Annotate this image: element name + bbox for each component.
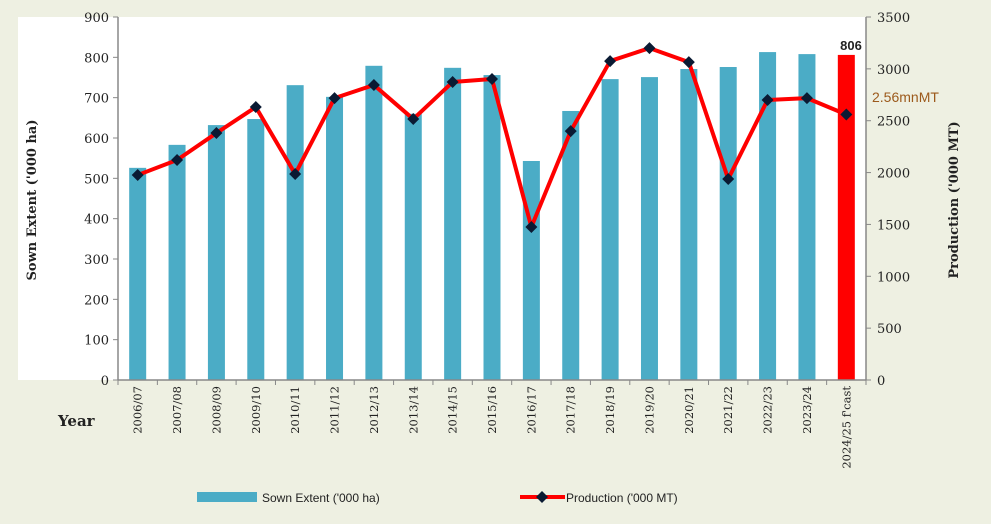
bar-sown-extent: [207, 125, 225, 381]
bar-sown-extent: [640, 77, 658, 380]
y-tick-label-left: 800: [84, 51, 109, 66]
bar-sown-extent: [444, 67, 462, 380]
production-point: [643, 42, 656, 55]
y-tick-label-left: 900: [84, 11, 109, 26]
production-point: [800, 92, 813, 105]
bar-sown-extent: [562, 110, 580, 380]
bar-sown-extent: [365, 65, 383, 380]
y-tick-label-left: 700: [84, 92, 109, 107]
y-axis-left-label: Sown Extent ('000 ha): [25, 120, 40, 281]
legend-swatch-sown: [197, 492, 257, 502]
y-tick-label-right: 0: [877, 374, 885, 389]
y-axis-right-label: Production ('000 MT): [947, 121, 962, 278]
production-point: [131, 169, 144, 182]
x-tick-label: 2009/10: [249, 386, 263, 434]
bar-sown-extent: [759, 52, 777, 381]
x-tick-label: 2014/15: [446, 386, 460, 434]
x-tick-label: 2021/22: [721, 386, 735, 434]
bar-sown-extent: [719, 67, 737, 380]
production-point: [328, 92, 341, 105]
y-tick-label-left: 400: [84, 213, 109, 228]
bar-sown-extent: [798, 54, 816, 381]
production-point: [525, 221, 538, 234]
legend-label-production: Production ('000 MT): [566, 491, 678, 505]
x-tick-label: 2010/11: [288, 386, 302, 434]
x-tick-label: 2012/13: [367, 386, 381, 434]
production-point: [761, 93, 774, 106]
x-tick-label: 2020/21: [682, 386, 696, 434]
production-point: [407, 113, 420, 126]
x-tick-label: 2008/09: [209, 386, 223, 434]
x-tick-label: 2015/16: [485, 386, 499, 434]
y-tick-label-right: 3500: [877, 11, 910, 26]
y-tick-label-right: 2000: [877, 167, 910, 182]
bar-sown-extent: [837, 54, 855, 381]
production-point: [722, 173, 735, 186]
y-tick-label-left: 0: [101, 374, 109, 389]
x-tick-label: 2017/18: [564, 386, 578, 434]
x-tick-label: 2007/08: [170, 386, 184, 434]
legend-label-sown: Sown Extent ('000 ha): [262, 491, 380, 505]
production-point: [840, 108, 853, 121]
x-tick-label: 2019/20: [642, 386, 656, 434]
y-tick-label-left: 100: [84, 334, 109, 349]
bar-sown-extent: [522, 160, 540, 380]
production-point: [564, 125, 577, 138]
production-point: [604, 55, 617, 68]
y-tick-label-right: 3000: [877, 63, 910, 78]
bar-sown-extent: [129, 167, 147, 380]
legend-marker-production: [536, 491, 548, 503]
x-tick-label: 2022/23: [761, 386, 775, 434]
production-annotation: 2.56mnMT: [872, 89, 939, 105]
production-point: [289, 168, 302, 181]
x-tick-label: 2023/24: [800, 386, 814, 434]
bar-sown-extent: [483, 75, 501, 380]
x-tick-label: 2006/07: [131, 386, 145, 434]
y-tick-label-right: 1500: [877, 218, 910, 233]
y-tick-label-left: 300: [84, 253, 109, 268]
y-tick-label-left: 600: [84, 132, 109, 147]
y-tick-label-left: 500: [84, 172, 109, 187]
x-tick-label: 2011/12: [328, 386, 342, 434]
x-tick-label: 2018/19: [603, 386, 617, 434]
production-point: [249, 101, 262, 114]
bar-sown-extent: [326, 96, 344, 381]
y-tick-label-right: 500: [877, 322, 902, 337]
y-tick-label-left: 200: [84, 293, 109, 308]
x-tick-label: 2016/17: [524, 386, 538, 434]
production-point: [171, 154, 184, 167]
bar-sown-extent: [601, 79, 619, 380]
bar-sown-extent: [404, 113, 422, 381]
legend: Sown Extent ('000 ha) Production ('000 M…: [197, 491, 678, 505]
bar-sown-extent: [247, 119, 265, 380]
production-point: [367, 79, 380, 92]
production-point: [210, 127, 223, 140]
y-tick-label-right: 2500: [877, 115, 910, 130]
bar-sown-extent: [286, 85, 304, 380]
production-point: [446, 76, 459, 89]
bar-annotation: 806: [840, 38, 862, 53]
production-point: [486, 73, 498, 86]
x-axis-label: Year: [57, 412, 96, 430]
x-tick-label: 2013/14: [406, 386, 420, 434]
bar-sown-extent: [168, 144, 186, 380]
y-tick-label-right: 1000: [877, 270, 910, 285]
x-tick-label: 2024/25 f'cast: [839, 386, 853, 469]
production-point: [682, 56, 695, 69]
bar-sown-extent: [680, 69, 698, 380]
